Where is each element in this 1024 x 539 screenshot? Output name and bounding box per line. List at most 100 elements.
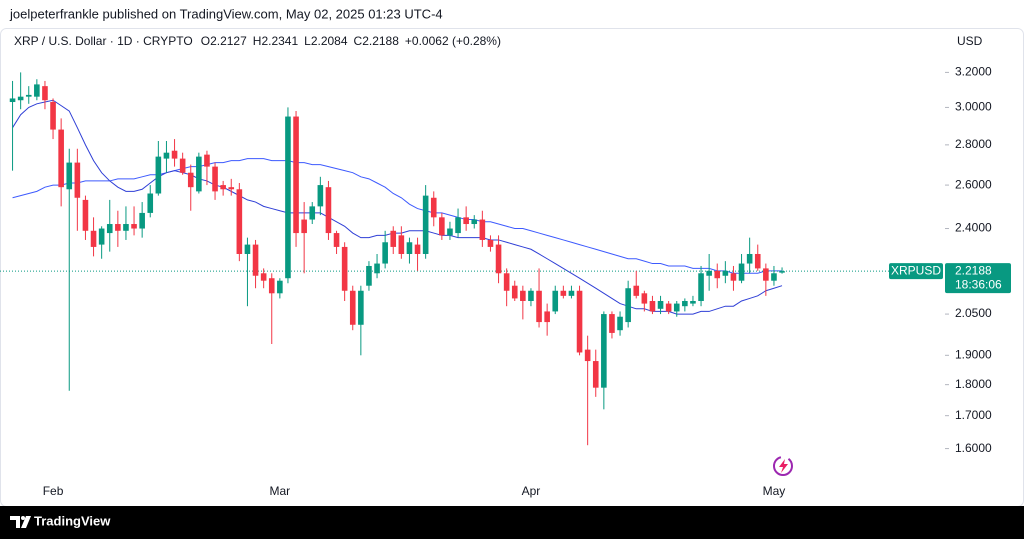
candle-body — [455, 217, 461, 234]
candle-body — [714, 270, 721, 279]
ohlc-prefix: H — [253, 34, 262, 48]
candle-body — [374, 263, 380, 274]
candle-body — [763, 268, 769, 281]
candle-body — [123, 224, 129, 231]
ohlc-prefix: L — [304, 34, 311, 48]
publisher-line: joelpeterfrankle published on TradingVie… — [9, 6, 443, 21]
candle-body — [212, 166, 218, 192]
candle-body — [131, 224, 137, 229]
candle-body — [625, 288, 631, 323]
candle-body — [633, 285, 640, 296]
y-tick-label: 2.6000 — [955, 177, 992, 191]
candle-body — [50, 102, 56, 130]
candle-body — [139, 212, 145, 229]
candle-body — [544, 311, 550, 323]
candle-body — [487, 239, 494, 247]
candle-body — [439, 217, 445, 236]
footer-bar — [0, 506, 1024, 539]
price-tag-label: 2.2188 — [955, 263, 992, 277]
candle-body — [236, 189, 243, 254]
candle-body — [252, 244, 259, 276]
candle-body — [228, 187, 235, 190]
price-tag — [945, 263, 1011, 294]
ohlc-value: 2.2084 — [311, 34, 348, 48]
y-tick-label: 1.7000 — [955, 408, 992, 422]
candle-body — [754, 253, 761, 269]
candle-body — [390, 230, 397, 247]
y-tick-label: 1.9000 — [955, 347, 992, 361]
candle-body — [617, 316, 623, 331]
candle-body — [601, 314, 607, 388]
candle-body — [528, 290, 534, 301]
candle-body — [552, 290, 559, 312]
candle-body — [382, 242, 388, 264]
candle-body — [106, 224, 113, 234]
candle-body — [244, 244, 251, 254]
candle-body — [309, 206, 316, 220]
candle-body — [204, 154, 210, 167]
candle-body — [746, 253, 753, 264]
candle-body — [98, 228, 105, 245]
tv-logo — [10, 516, 31, 528]
symbol-tag — [889, 263, 943, 280]
candle-body — [17, 96, 24, 101]
candle-body — [536, 290, 542, 323]
ohlc-value: 2.2341 — [261, 34, 298, 48]
candle-body — [665, 303, 672, 312]
candle-body — [220, 185, 226, 190]
candle-body — [430, 197, 437, 218]
candle-body — [341, 246, 348, 291]
candle-body — [366, 265, 372, 286]
change: +0.0062 (+0.28%) — [405, 34, 501, 48]
x-tick-label: Apr — [522, 484, 541, 498]
chart-panel — [0, 28, 1024, 507]
candle-body — [657, 300, 664, 309]
candle-body — [706, 270, 712, 276]
ohlc-prefix: C — [354, 34, 363, 48]
candle-body — [325, 187, 332, 234]
candle-body — [414, 244, 421, 254]
y-tick-label: 2.4000 — [955, 221, 992, 235]
candle-body — [479, 219, 486, 240]
watermark-icon — [773, 456, 793, 476]
candle-body — [268, 278, 275, 294]
candle-body — [147, 193, 154, 213]
candle-body — [447, 228, 453, 236]
candle-body — [115, 224, 121, 231]
candle-body — [609, 314, 615, 333]
y-tick-label: 3.0000 — [955, 100, 992, 114]
symbol-title: XRP / U.S. Dollar · 1D · CRYPTO — [14, 34, 193, 48]
candle-body — [293, 116, 299, 234]
candle-body — [592, 361, 599, 388]
x-tick-label: May — [763, 484, 786, 498]
currency: USD — [957, 34, 983, 48]
y-tick-label: 2.0500 — [955, 306, 992, 320]
candle-body — [406, 242, 413, 254]
candle-body — [90, 230, 97, 247]
candle-body — [463, 217, 469, 225]
candle-body — [511, 285, 518, 299]
candle-body — [698, 273, 704, 301]
candle-body — [187, 172, 194, 188]
candle-body — [9, 98, 16, 103]
candle-body — [285, 116, 291, 279]
ohlc-value: 2.2188 — [362, 34, 399, 48]
candle-body — [333, 233, 340, 247]
candle-body — [682, 300, 688, 307]
candle-body — [179, 158, 186, 173]
candle-body — [576, 290, 583, 353]
countdown: 18:36:06 — [955, 277, 1002, 291]
candle-body — [163, 152, 170, 159]
candle-body — [301, 219, 307, 234]
candle-body — [82, 199, 89, 231]
y-tick-label: 2.8000 — [955, 137, 992, 151]
y-tick-label: 1.8000 — [955, 377, 992, 391]
candle-body — [74, 162, 81, 198]
x-tick-label: Feb — [43, 484, 64, 498]
x-tick-label: Mar — [270, 484, 291, 498]
moving-average — [12, 158, 783, 274]
candle-body — [730, 273, 737, 281]
candle-body — [358, 290, 364, 325]
candle-body — [317, 185, 324, 207]
